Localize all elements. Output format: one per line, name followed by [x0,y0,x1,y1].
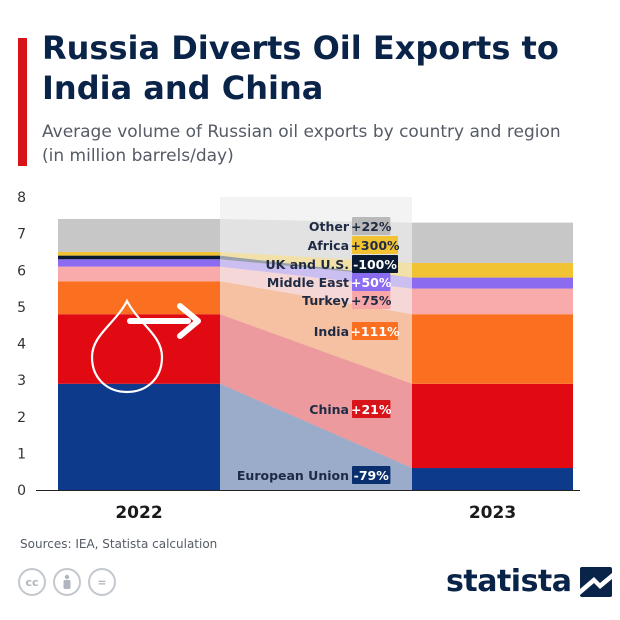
series-label: India [314,324,349,339]
bar-2022-segment-6 [58,251,220,256]
bar-2022-segment-5 [58,255,220,260]
y-tick-label: 3 [17,373,26,389]
statista-logo[interactable]: statista [446,565,612,599]
change-badge [352,291,391,309]
statista-logo-icon [579,567,612,597]
chart-subtitle: Average volume of Russian oil exports by… [42,122,561,166]
y-tick-label: 1 [17,446,26,462]
connector-band-1 [220,314,412,469]
change-badge [352,273,391,291]
x-tick-label: 2022 [115,503,162,520]
chart-title: Russia Diverts Oil Exports to India and … [42,29,559,107]
connector-band-0 [220,383,412,490]
change-badge [352,236,398,254]
stacked-bar-chart: 0 1 2 3 4 5 6 7 8 2022 2023 European Union -79% China… [17,190,580,520]
bar-2023-segment-6 [412,262,573,278]
bar-2023-segment-7 [412,222,573,263]
change-badge [352,255,398,273]
change-badge-value: +22% [351,219,392,234]
change-badge [352,400,391,418]
bar-2022-segment-4 [58,259,220,267]
change-badge-value: +300% [350,238,400,253]
source-note: Sources: IEA, Statista calculation [20,537,218,551]
bar-2023-segment-1 [412,383,573,469]
series-label: UK and U.S. [266,257,349,272]
series-label: Middle East [267,275,349,290]
bar-2023-segment-2 [412,314,573,384]
bar-2022-segment-0 [58,383,220,490]
attribution-icon[interactable] [53,568,81,596]
change-badge-value: +21% [351,402,392,417]
y-tick-label: 6 [17,263,26,279]
arrow-head-icon [177,303,201,339]
bar-2023-segment-0 [412,468,573,490]
series-label: Other [309,219,350,234]
series-label: European Union [237,468,349,483]
series-label: China [309,402,349,417]
series-label: Africa [308,238,349,253]
series-label: Turkey [302,293,349,308]
title-accent-bar [18,38,27,166]
bar-2022-segment-2 [58,281,220,315]
y-tick-label: 5 [17,300,26,316]
bar-2022-segment-7 [58,218,220,252]
change-badge-value: -100% [353,257,397,272]
bar-2022-segment-3 [58,266,220,282]
person-icon [63,574,71,589]
y-tick-label: 8 [17,190,26,206]
change-badge-value: -79% [354,468,390,483]
change-badge [352,322,398,340]
no-derivatives-icon[interactable]: = [88,568,116,596]
change-badge-value: +111% [350,324,400,339]
brand-wordmark: statista [446,564,572,599]
y-tick-label: 2 [17,410,26,426]
y-tick-label: 0 [17,483,26,499]
change-badge [352,466,391,484]
x-tick-label: 2023 [469,503,516,520]
y-tick-label: 7 [17,227,26,243]
license-icons: cc = [18,568,116,596]
y-tick-label: 4 [17,337,26,353]
change-badge-value: +50% [351,275,392,290]
bar-2023-segment-3 [412,288,573,315]
change-badge [352,217,391,235]
change-badge-value: +75% [351,293,392,308]
bar-2023-segment-4 [412,277,573,289]
cc-license-icon[interactable]: cc [18,568,46,596]
oil-drop-icon [90,298,164,394]
